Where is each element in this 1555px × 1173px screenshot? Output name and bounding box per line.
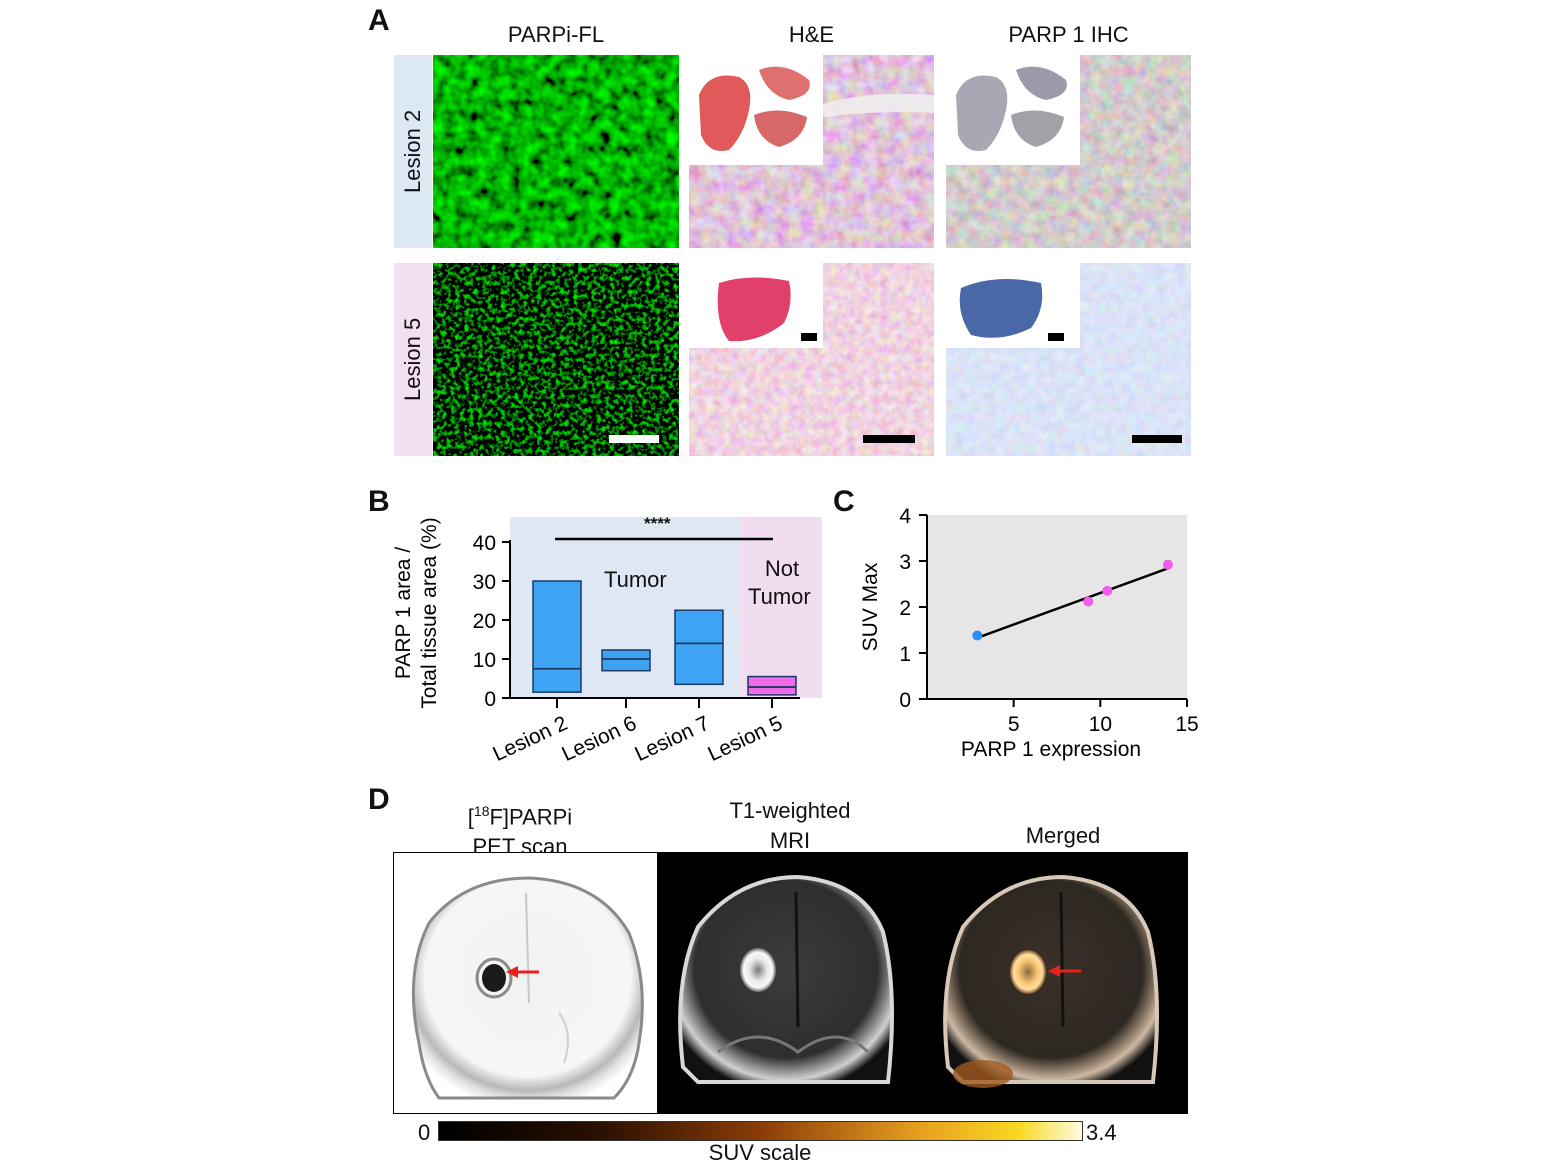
row-label-lesion-2-text: Lesion 2 [400,109,425,194]
column-title-parp1-ihc: PARP 1 IHC [1008,22,1129,47]
fit-line [976,567,1169,639]
pet-title-text: F]PARPi [489,804,573,830]
y-axis-label-line-1: PARP 1 area / [392,547,415,679]
y-tick-label: 0 [484,688,496,711]
data-point [1102,585,1113,596]
scale-bar-fl [609,435,659,443]
x-tick-label: Lesion 2 [489,712,571,766]
micrograph-he-lesion-5 [689,263,934,456]
not-tumor-region [740,517,822,698]
data-point [1083,596,1094,607]
y-tick-label: 10 [473,649,496,672]
colorbar-label: SUV scale [708,1140,812,1165]
box-lesion-5 [747,675,797,696]
box-chart: 0 10 20 30 40 PARP 1 area / Total tissue area … [392,517,822,766]
inset-ihc-lesion-2 [946,55,1080,165]
panel-letter-d: D [368,783,390,816]
plot-background [927,515,1187,699]
box-lesion-6 [601,649,651,672]
inset-he-lesion-5 [689,263,823,348]
y-tick-label: 30 [473,571,496,594]
y-tick-label: 0 [899,689,911,712]
significance-stars: **** [644,514,671,533]
region-label-tumor-2: Tumor [748,584,811,609]
x-axis-label: PARP 1 expression [961,738,1141,761]
pet-title-superscript: 18 [473,803,490,819]
row-label-lesion-5-text: Lesion 5 [400,317,425,402]
y-tick-label: 20 [473,610,496,633]
suv-colorbar [438,1121,1083,1141]
y-tick-label: 40 [473,532,496,555]
scale-bar-he [863,435,915,443]
y-tick-label: 1 [899,643,911,666]
y-tick-label: 2 [899,597,911,620]
inset-scale-bar-he [801,333,817,341]
micrograph-parpi-fl-lesion-2 [433,55,679,248]
data-point [972,630,983,641]
merged-image [923,852,1188,1114]
colorbar-max-label: 3.4 [1086,1120,1117,1145]
y-tick-label: 4 [899,505,911,528]
x-tick-label: Lesion 6 [558,712,640,766]
x-tick-label: Lesion 5 [704,712,786,766]
panel-letter-a: A [368,4,390,37]
inset-ihc-lesion-5 [946,263,1080,348]
mri-title: T1-weighted MRI [690,796,890,856]
micrograph-ihc-lesion-2 [946,55,1191,248]
region-label-not: Not [764,556,800,581]
row-label-lesion-5: Lesion 5 [394,263,432,456]
y-axis-label: SUV Max [859,562,882,651]
pet-title-bracket: [ [467,804,474,830]
y-axis-label-line-2: Total tissue area (%) [418,517,441,708]
scatter-chart: 0 1 2 3 4 5 10 15 PARP 1 expression SUV Max [859,505,1199,761]
mri-image [658,852,923,1114]
column-title-he: H&E [788,22,835,47]
pet-scan-image [393,852,658,1114]
panel-letter-c: C [833,485,855,518]
x-tick-label: 15 [1175,713,1198,736]
scale-bar-ihc [1132,435,1182,443]
micrograph-ihc-lesion-5 [946,263,1191,456]
panel-letter-b: B [368,485,390,518]
colorbar-min-label: 0 [418,1120,431,1145]
micrograph-he-lesion-2 [689,55,934,248]
y-tick-label: 3 [899,551,911,574]
box-lesion-7 [674,609,724,686]
pet-title-line-1: [18F]PARPi [420,796,620,832]
row-label-lesion-2: Lesion 2 [394,55,432,248]
x-tick-label: Lesion 7 [631,712,713,766]
column-title-parpi-fl: PARPi-FL [507,22,605,47]
box-lesion-2 [532,580,582,693]
inset-scale-bar-ihc [1048,333,1064,341]
merged-title: Merged [1025,823,1101,848]
data-point [1162,559,1173,570]
mri-title-line-1: T1-weighted [729,798,851,823]
region-label-tumor: Tumor [604,567,667,592]
mri-title-line-2: MRI [769,828,811,853]
inset-he-lesion-2 [689,55,823,165]
x-tick-label: 5 [1008,713,1020,736]
x-tick-label: 10 [1089,713,1112,736]
micrograph-parpi-fl-lesion-5 [433,263,679,456]
